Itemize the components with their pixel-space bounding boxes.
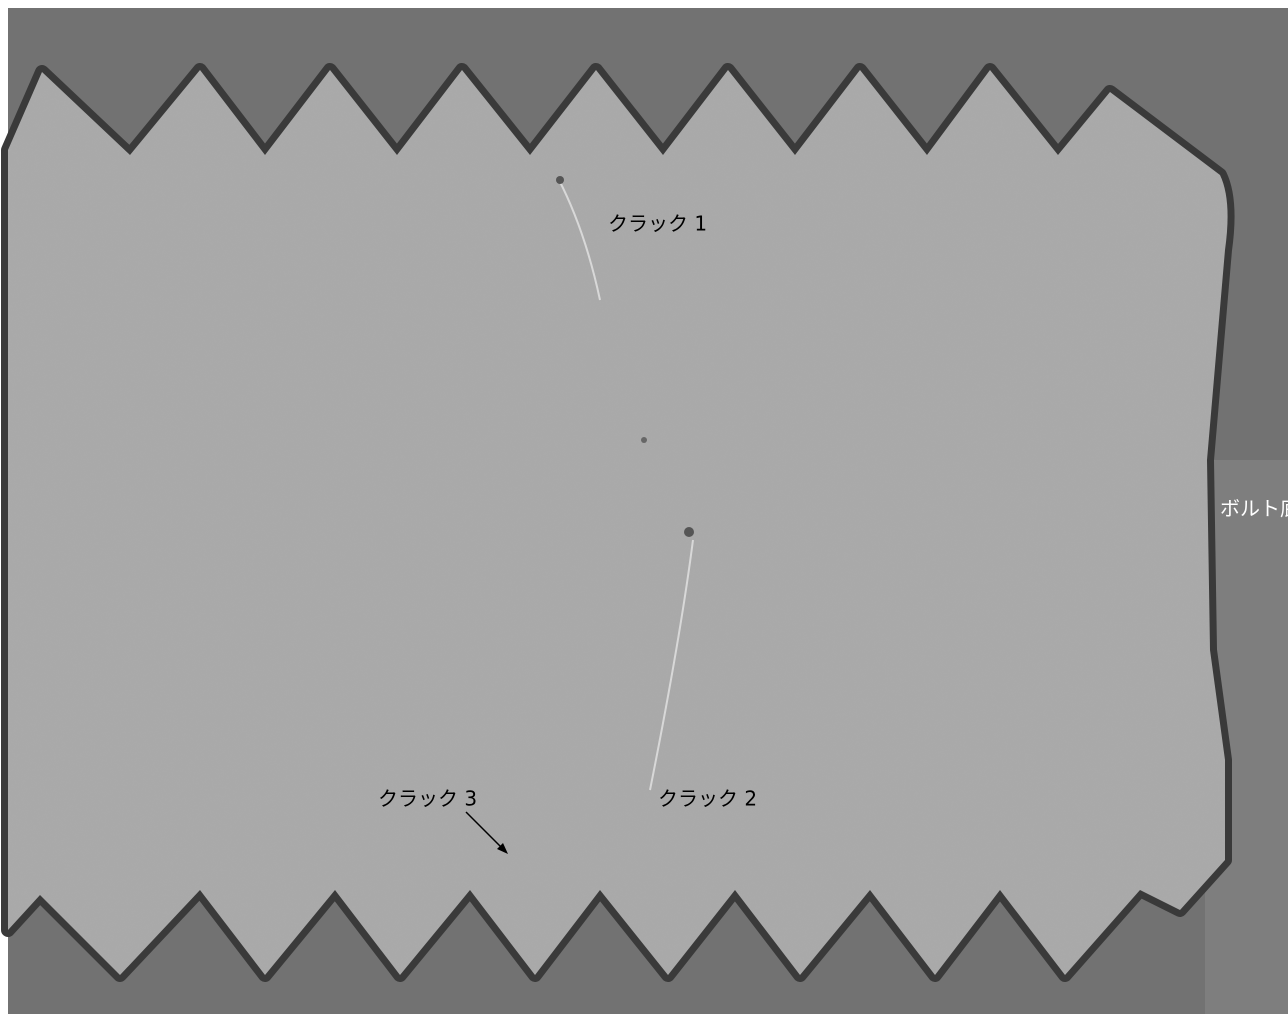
- crack-label: クラック 3: [378, 787, 477, 811]
- bolt-section: [0, 0, 1288, 1022]
- micrograph: クラック 1 クラック 2 クラック 3 ボルト底: [0, 0, 1288, 1022]
- pit: [684, 527, 694, 537]
- pit: [641, 437, 647, 443]
- pit: [556, 176, 564, 184]
- bolt-bottom-label: ボルト底: [1220, 497, 1288, 521]
- crack-label: クラック 2: [658, 787, 757, 811]
- bolt-texture: [0, 0, 1288, 1022]
- page: クラック 1 クラック 2 クラック 3 ボルト底 (() => { const…: [0, 0, 1288, 1022]
- crack-label: クラック 1: [608, 212, 707, 236]
